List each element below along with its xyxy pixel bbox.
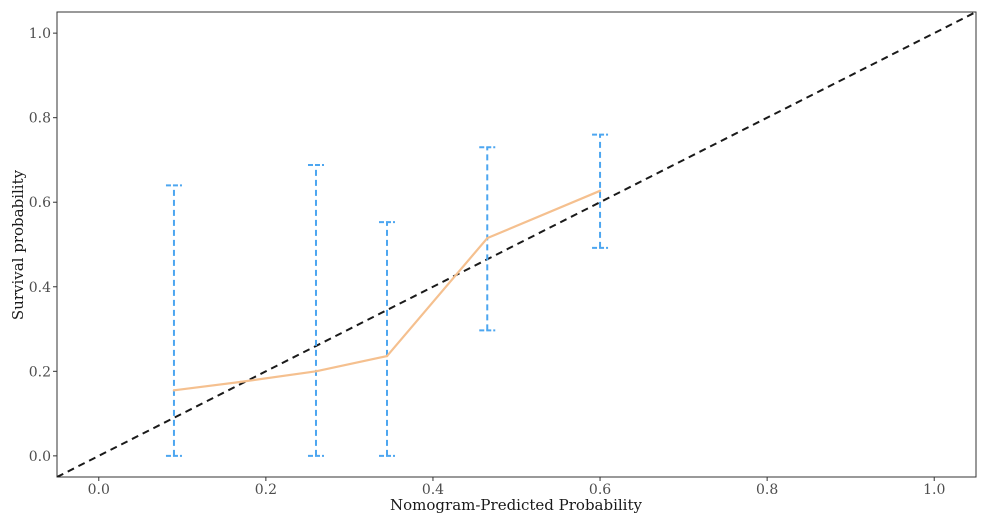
calibration-point	[486, 236, 489, 240]
calibration-point	[172, 389, 176, 392]
x-tick-label: 0.0	[88, 482, 110, 498]
calibration-point	[239, 380, 242, 384]
y-tick-label: 0.4	[29, 280, 51, 296]
x-tick-label: 0.4	[422, 482, 444, 498]
x-tick-label: 0.6	[589, 482, 611, 498]
y-tick-label: 0.0	[29, 449, 51, 465]
y-axis-title: Survival probability	[9, 169, 27, 320]
y-tick-label: 1.0	[29, 26, 51, 42]
reference-diagonal-line	[57, 12, 976, 477]
calibration-point	[598, 189, 602, 193]
x-tick-label: 0.2	[255, 482, 277, 498]
x-axis-title: Nomogram-Predicted Probability	[390, 496, 642, 514]
y-tick-label: 0.8	[29, 111, 51, 127]
y-tick-label: 0.6	[29, 195, 51, 211]
y-tick-label: 0.2	[29, 364, 51, 380]
calibration-curve	[173, 189, 601, 392]
x-tick-label: 1.0	[923, 482, 945, 498]
plot-area: 0.0 0.2 0.4 0.6 0.8 1.0 0.0 0.2 0.4 0.6 0.8 1.0	[29, 11, 977, 498]
calibration-point	[385, 354, 389, 358]
x-tick-label: 0.8	[756, 482, 778, 498]
plot-border	[56, 11, 977, 478]
calibration-point	[314, 370, 318, 373]
